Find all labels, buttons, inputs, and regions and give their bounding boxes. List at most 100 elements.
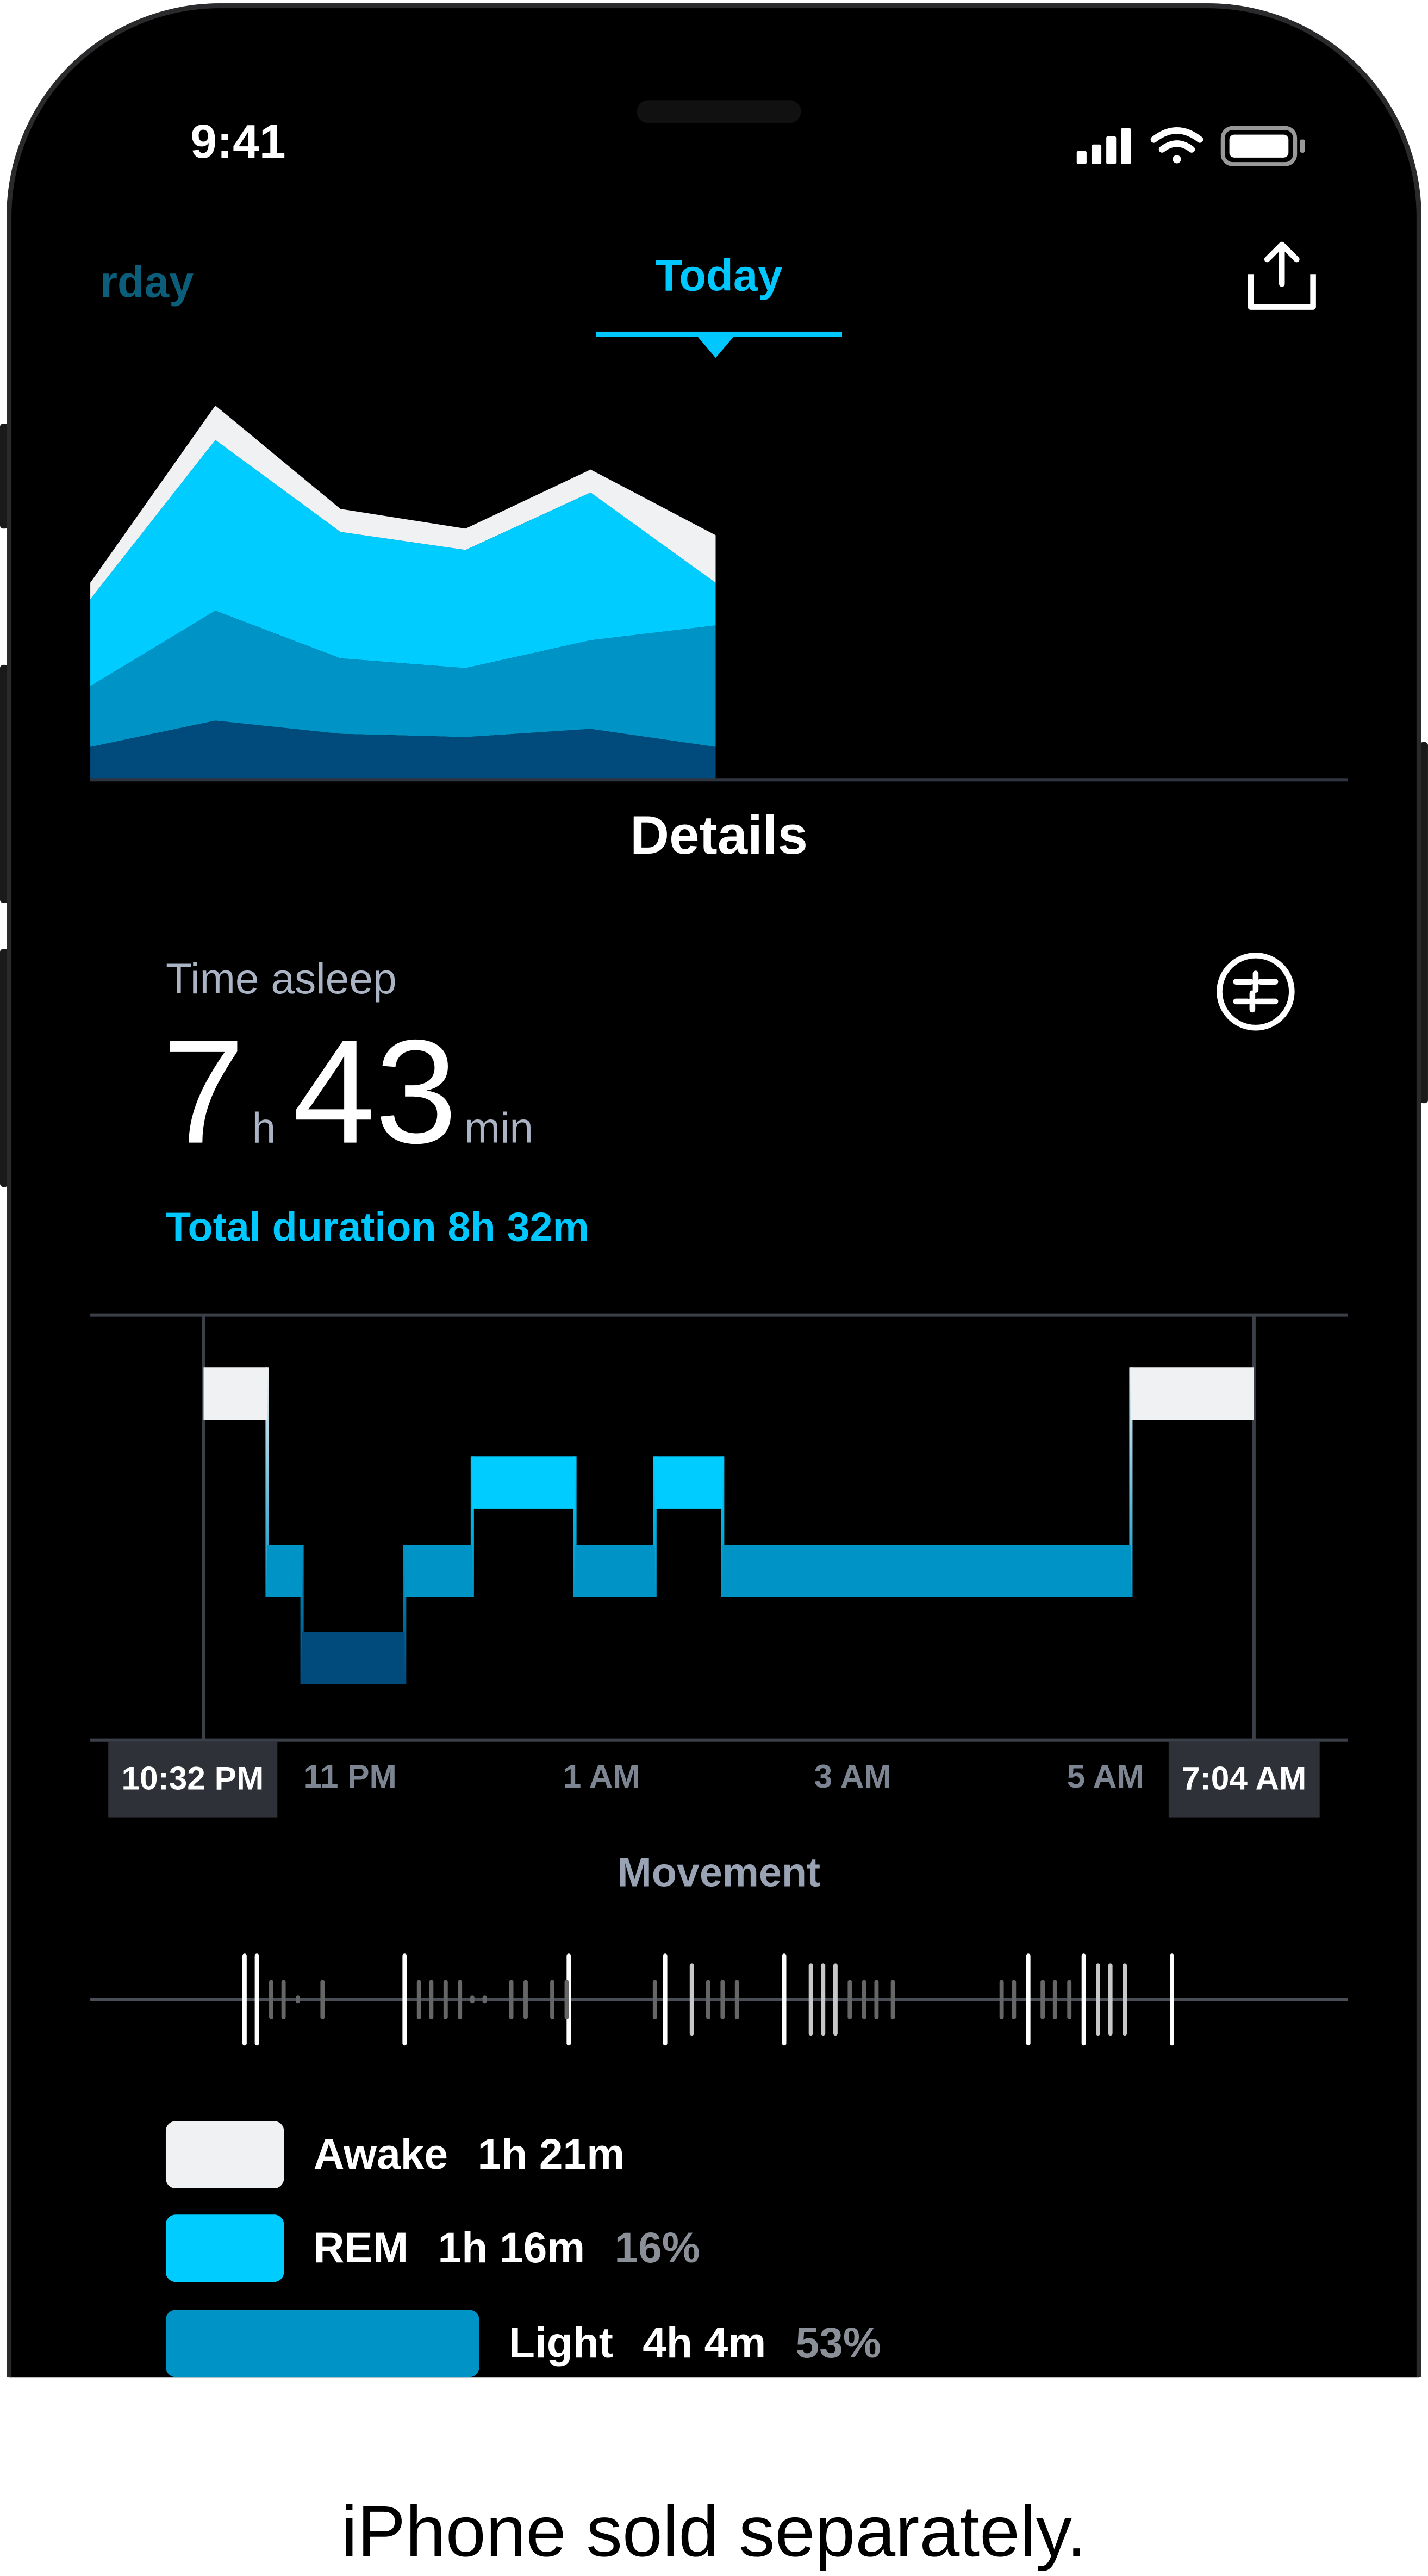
- movement-event: [254, 1953, 259, 2046]
- awake-swatch: [165, 2121, 284, 2188]
- stage-transition: [653, 1456, 657, 1597]
- legend-percent: 53%: [795, 2318, 881, 2368]
- area-awake: [90, 405, 716, 600]
- area-deep: [90, 720, 716, 780]
- volume-down-button: [0, 949, 9, 1187]
- tick-label: 5 AM: [1067, 1759, 1144, 1796]
- legend-percent: 16%: [614, 2223, 700, 2272]
- hypnogram-chart: [90, 1313, 1348, 1742]
- movement-event: [1067, 1980, 1072, 2019]
- segment-light: [722, 1545, 1131, 1597]
- wifi-icon: [1150, 127, 1203, 164]
- movement-event: [296, 1995, 300, 2004]
- movement-event: [458, 1980, 463, 2019]
- movement-event: [564, 1980, 569, 2019]
- status-icons: [1076, 126, 1305, 166]
- stage-transition: [470, 1456, 474, 1597]
- movement-event: [1026, 1953, 1031, 2046]
- hours-value: 7: [162, 1011, 245, 1175]
- movement-event: [862, 1980, 866, 2019]
- disclaimer: iPhone sold separately.: [341, 2492, 1087, 2573]
- tab-today[interactable]: Today: [655, 251, 783, 301]
- movement-event: [847, 1980, 852, 2019]
- details-heading: Details: [630, 804, 808, 866]
- stage-transition: [1129, 1367, 1133, 1597]
- movement-event: [1081, 1953, 1086, 2046]
- legend-duration: 4h 4m: [643, 2318, 766, 2368]
- movement-event: [1012, 1980, 1017, 2019]
- minutes-unit: min: [464, 1103, 534, 1153]
- movement-event: [1108, 1963, 1113, 2036]
- stage-transition: [265, 1367, 269, 1597]
- movement-event: [720, 1980, 725, 2019]
- cellular-signal-icon: [1076, 128, 1131, 164]
- status-time: 9:41: [190, 116, 286, 170]
- mute-switch: [0, 424, 9, 529]
- volume-up-button: [0, 664, 9, 903]
- movement-event: [1040, 1980, 1045, 2019]
- segment-rem: [654, 1456, 723, 1509]
- legend-stage: Awake: [313, 2129, 448, 2179]
- movement-chart: [90, 1953, 1348, 2046]
- light-swatch: [165, 2310, 479, 2378]
- movement-event: [734, 1980, 739, 2019]
- movement-event: [242, 1953, 247, 2046]
- movement-event: [523, 1980, 528, 2019]
- time-asleep-value: 7 h 43 min: [163, 1010, 533, 1179]
- legend-stage: REM: [313, 2223, 409, 2272]
- segment-rem: [472, 1456, 575, 1509]
- movement-event: [509, 1980, 514, 2019]
- movement-event: [443, 1980, 448, 2019]
- movement-event: [281, 1980, 286, 2019]
- rem-swatch: [165, 2214, 284, 2282]
- movement-event: [1052, 1980, 1057, 2019]
- tab-indicator: [596, 331, 843, 337]
- tab-yesterday[interactable]: rday: [100, 258, 194, 307]
- movement-event: [402, 1953, 407, 2046]
- hours-unit: h: [252, 1103, 276, 1153]
- movement-event: [1096, 1963, 1100, 2036]
- area-rem: [90, 440, 716, 687]
- chart-baseline: [90, 778, 1348, 782]
- movement-event: [874, 1980, 879, 2019]
- tab-caret-icon: [697, 336, 734, 358]
- minutes-value: 43: [292, 1011, 458, 1175]
- movement-event: [689, 1963, 694, 2036]
- segment-light: [267, 1545, 302, 1597]
- power-button: [1419, 742, 1428, 1104]
- sliders-icon[interactable]: [1214, 950, 1296, 1032]
- stage-transition: [721, 1456, 725, 1597]
- stage-transition: [300, 1545, 304, 1685]
- legend-item-awake: Awake 1h 21m: [165, 2121, 625, 2188]
- movement-event: [470, 1995, 475, 2004]
- trend-area-chart: [90, 405, 716, 780]
- stage-transition: [403, 1545, 407, 1685]
- movement-event: [269, 1980, 273, 2019]
- movement-event: [663, 1953, 668, 2046]
- legend-stage: Light: [509, 2318, 613, 2368]
- segment-light: [404, 1545, 472, 1597]
- movement-event: [706, 1980, 710, 2019]
- legend-item-light: Light 4h 4m 53%: [165, 2310, 881, 2378]
- movement-event: [833, 1963, 838, 2036]
- end-time-label: 7:04 AM: [1168, 1741, 1320, 1818]
- segment-awake: [1131, 1367, 1254, 1420]
- movement-event: [320, 1980, 325, 2019]
- movement-event: [429, 1980, 434, 2019]
- movement-event: [821, 1963, 826, 2036]
- legend-item-rem: REM 1h 16m 16%: [165, 2214, 700, 2282]
- movement-event: [1123, 1963, 1127, 2036]
- tick-label: 1 AM: [563, 1759, 640, 1796]
- movement-event: [890, 1980, 895, 2019]
- movement-event: [1169, 1953, 1174, 2046]
- legend-duration: 1h 16m: [438, 2223, 585, 2272]
- share-icon[interactable]: [1244, 238, 1320, 314]
- speaker: [637, 100, 801, 123]
- start-time-label: 10:32 PM: [108, 1741, 277, 1818]
- movement-event: [782, 1953, 787, 2046]
- segment-deep: [302, 1632, 405, 1685]
- movement-title: Movement: [617, 1850, 821, 1896]
- area-light: [90, 611, 716, 747]
- movement-event: [808, 1963, 813, 2036]
